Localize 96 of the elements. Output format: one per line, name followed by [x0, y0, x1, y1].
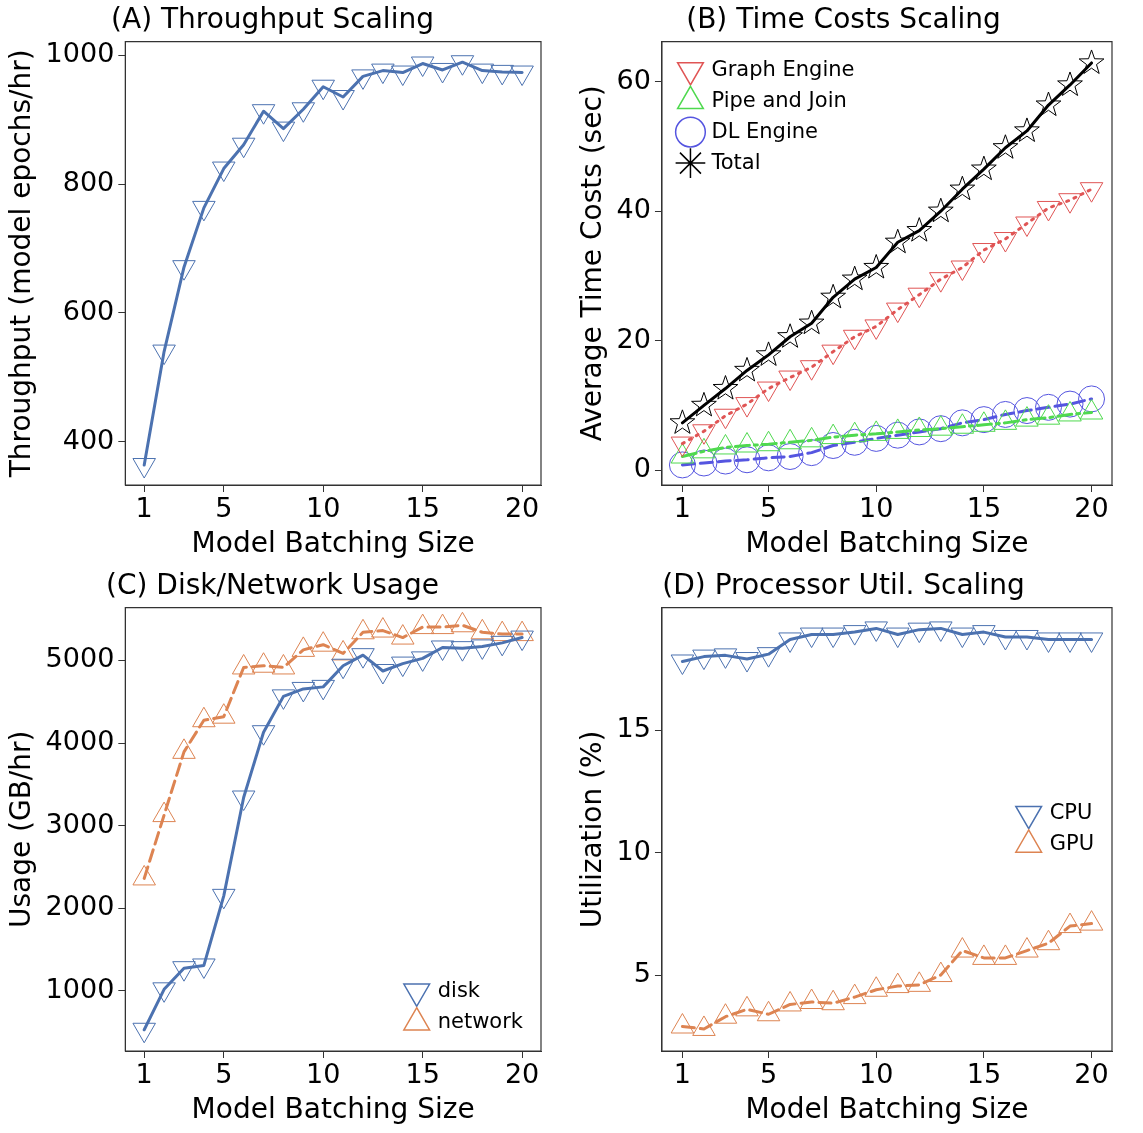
point: [907, 622, 932, 644]
point: [950, 627, 975, 649]
point: [1015, 630, 1039, 651]
x-tick-label: 5: [759, 1058, 778, 1090]
point: [670, 654, 695, 675]
chart-title: (B) Time Costs Scaling: [686, 2, 1001, 36]
point: [799, 627, 824, 649]
x-tick-label: 15: [966, 1058, 1002, 1090]
y-tick-label: 10: [616, 834, 651, 866]
y-tick-label: 60: [616, 63, 651, 95]
point: [907, 971, 932, 992]
x-tick-label: 10: [859, 492, 894, 524]
y-tick-label: 5000: [45, 642, 115, 674]
x-tick-label: 20: [1074, 492, 1109, 524]
y-axis-title: Usage (GB/hr): [4, 730, 38, 929]
point: [821, 627, 845, 649]
y-axis-title: Average Time Costs (sec): [575, 85, 609, 442]
chart-title: (A) Throughput Scaling: [111, 2, 434, 36]
point: [799, 988, 824, 1010]
x-tick-label: 15: [405, 492, 440, 524]
x-tick-label: 10: [859, 1058, 894, 1090]
x-tick-label: 5: [215, 1058, 233, 1090]
x-tick-label: 1: [673, 492, 692, 524]
y-tick-label: 400: [62, 423, 115, 455]
y-tick-label: 1000: [45, 972, 115, 1004]
x-tick-label: 1: [673, 1058, 692, 1090]
y-tick-label: 15: [616, 712, 651, 744]
point: [756, 1000, 781, 1022]
point: [1079, 632, 1104, 653]
chart-title: (D) Processor Util. Scaling: [662, 568, 1025, 602]
x-tick-label: 20: [1074, 1058, 1109, 1090]
x-tick-label: 1: [135, 1058, 153, 1090]
point: [713, 648, 738, 669]
point: [1079, 910, 1104, 931]
y-tick-label: 2000: [45, 890, 115, 922]
y-tick-label: 0: [633, 452, 651, 484]
x-tick-label: 5: [759, 492, 778, 524]
x-tick-label: 1: [135, 492, 153, 524]
x-tick-label: 20: [504, 492, 540, 524]
point: [1058, 912, 1082, 934]
point: [993, 630, 1018, 651]
point: [842, 625, 867, 646]
point: [885, 627, 910, 649]
x-tick-label: 20: [504, 1058, 540, 1090]
x-tick-label: 15: [405, 1058, 440, 1090]
point: [670, 1013, 695, 1034]
x-axis-title: Model Batching Size: [745, 1092, 1029, 1126]
x-axis-title: Model Batching Size: [191, 526, 475, 560]
y-tick-label: 5: [633, 957, 651, 989]
point: [950, 937, 975, 958]
point: [1036, 632, 1061, 653]
point: [756, 647, 781, 668]
y-tick-label: 3000: [45, 807, 115, 839]
point: [778, 990, 802, 1012]
point: [713, 1003, 738, 1024]
x-axis-title: Model Batching Size: [745, 526, 1029, 560]
point: [885, 972, 910, 994]
point: [864, 976, 888, 997]
point: [778, 632, 802, 653]
y-tick-label: 600: [62, 294, 115, 326]
y-axis-title: Utilization (%): [575, 730, 609, 929]
point: [735, 995, 759, 1017]
point: [972, 944, 996, 965]
point: [972, 625, 996, 646]
legend-label: network: [437, 1008, 524, 1033]
point: [929, 621, 953, 642]
point: [821, 989, 845, 1011]
point: [1015, 937, 1039, 958]
y-axis-title: Throughput (model epochs/hr): [4, 49, 38, 479]
x-tick-label: 5: [215, 492, 233, 524]
legend-label: Total: [710, 149, 761, 174]
point: [1036, 929, 1061, 951]
x-tick-label: 15: [966, 492, 1002, 524]
legend-label: CPU: [1049, 800, 1093, 825]
point: [842, 983, 867, 1005]
point: [993, 944, 1018, 965]
point: [1058, 632, 1082, 653]
legend-label: GPU: [1049, 831, 1095, 856]
point: [692, 649, 716, 671]
chart-title: (C) Disk/Network Usage: [106, 568, 439, 602]
legend-label: DL Engine: [711, 118, 818, 143]
point: [929, 961, 953, 983]
x-axis-title: Model Batching Size: [191, 1092, 475, 1126]
y-tick-label: 40: [616, 193, 651, 225]
point: [735, 652, 759, 673]
legend-label: disk: [437, 977, 481, 1002]
y-tick-label: 20: [616, 322, 651, 354]
y-tick-label: 4000: [45, 725, 115, 757]
y-tick-label: 1000: [45, 37, 115, 69]
point: [692, 1015, 716, 1036]
x-tick-label: 10: [306, 1058, 341, 1090]
legend-label: Pipe and Join: [711, 87, 847, 112]
point: [864, 621, 888, 642]
y-tick-label: 800: [62, 166, 115, 198]
x-tick-label: 10: [306, 492, 341, 524]
legend-label: Graph Engine: [711, 56, 855, 81]
